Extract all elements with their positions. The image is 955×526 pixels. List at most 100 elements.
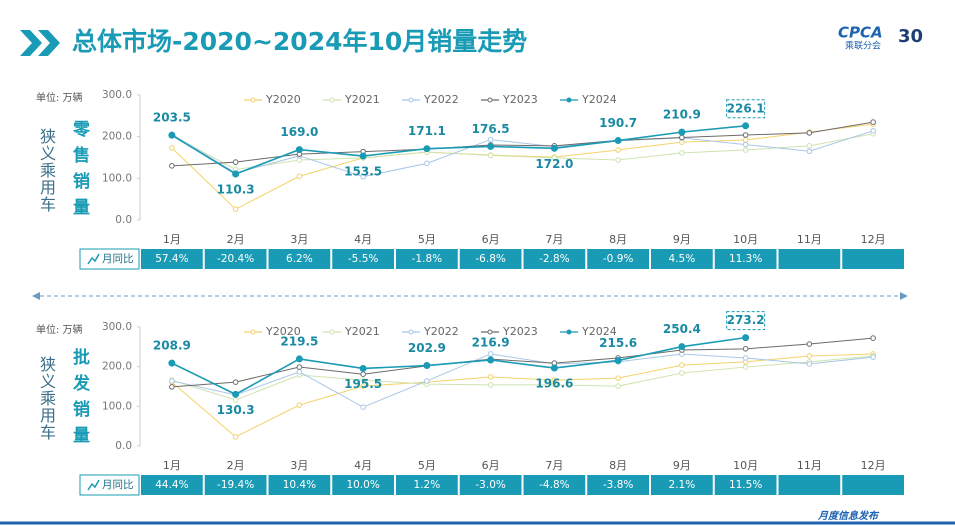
y-tick-label: 100.0 [102,400,132,412]
x-tick-label: 11月 [797,233,822,246]
footer-text: 月度信息发布 [817,510,880,522]
point [232,379,239,385]
yoy-cell [332,249,394,269]
x-tick-label: 5月 [418,233,436,246]
data-label: 203.5 [153,111,191,125]
point [168,131,176,139]
point [742,364,749,370]
data-label: 196.6 [535,377,573,391]
y-tick-label: 100.0 [102,172,132,184]
legend-label: Y2024 [581,93,617,106]
x-tick-label: 4月 [354,459,372,472]
point [296,369,303,375]
yoy-icon [87,479,100,491]
yoy-label-cell [79,248,140,270]
logo-anniversary: 30 [898,26,923,47]
yoy-value: 11.5% [729,479,762,491]
point [487,152,494,159]
legend-label: Y2024 [581,325,617,338]
series-line [171,353,874,408]
point [806,130,813,136]
legend-label: Y2020 [265,93,301,106]
legend-label: Y2023 [502,93,538,106]
yoy-value: -4.8% [539,479,569,491]
legend-marker [408,329,414,335]
point [296,173,303,180]
point [295,146,303,154]
legend-marker [329,97,335,103]
label-box [726,311,766,331]
x-tick-label: 2月 [227,459,245,472]
y-tick-label: 300.0 [102,321,132,333]
yoy-icon [87,253,100,265]
point [615,147,621,153]
x-tick-label: 1月 [163,459,181,472]
x-tick-label: 10月 [733,459,758,472]
point [169,163,175,169]
label-box [726,99,766,119]
yoy-cell [141,475,203,495]
point [678,343,686,351]
y-tick-label: 0.0 [115,440,132,452]
point [614,137,622,145]
data-label: 208.9 [153,339,191,353]
data-label: 195.5 [344,377,382,391]
point [169,384,175,390]
point [742,346,749,352]
point [359,152,367,160]
series-line [171,124,746,175]
point [169,378,175,384]
legend-marker [408,97,414,103]
yoy-cell [268,249,331,269]
point [742,122,750,130]
y-tick-label: 200.0 [102,361,132,373]
point [487,374,494,380]
x-tick-label: 1月 [163,233,181,246]
data-label: 153.5 [344,165,382,179]
yoy-cell [204,475,267,495]
legend-marker [487,329,493,335]
yoy-label-cell [79,474,140,496]
legend-marker [487,97,493,103]
point [232,434,239,440]
x-tick-label: 9月 [673,459,691,472]
data-label: 219.5 [280,334,318,348]
data-label: 176.5 [472,122,510,136]
series-line [171,353,874,438]
point [679,150,685,156]
point [169,145,175,151]
x-tick-label: 11月 [797,459,822,472]
x-tick-label: 7月 [545,233,563,246]
yoy-cell [459,249,522,269]
point [232,159,239,165]
point [742,147,749,153]
x-tick-label: 3月 [290,233,308,246]
point [742,355,749,361]
x-tick-label: 12月 [861,459,886,472]
yoy-value: -1.8% [412,253,442,265]
series-line [171,130,874,178]
point [424,378,430,384]
data-label: 250.4 [663,322,701,336]
point [806,148,813,155]
yoy-value: 11.3% [729,253,762,265]
point [487,356,495,364]
yoy-cell [396,475,458,495]
point [742,137,749,143]
yoy-cell [396,249,458,269]
x-tick-label: 6月 [482,233,500,246]
point [232,390,240,398]
point [423,145,431,153]
logo-name: CPCA [838,24,883,42]
point [615,375,621,381]
point [806,341,813,347]
legend-label: Y2021 [344,93,380,106]
point [742,141,749,148]
x-tick-label: 8月 [609,459,627,472]
yoy-cell [459,475,522,495]
point [487,142,495,150]
yoy-value: 2.1% [669,479,696,491]
x-tick-label: 6月 [482,459,500,472]
point [615,157,621,163]
